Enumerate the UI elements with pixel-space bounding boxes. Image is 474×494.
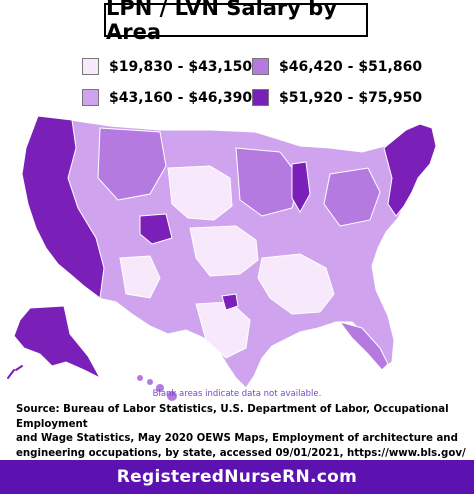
us-salary-map <box>0 108 474 408</box>
region-mid-northeast <box>323 167 381 227</box>
legend-label-3: $43,160 - $46,390 <box>109 89 253 106</box>
region-dark-texas-metro <box>221 293 239 311</box>
legend-swatch-2 <box>252 58 269 75</box>
source-citation: Source: Bureau of Labor Statistics, U.S.… <box>16 403 466 461</box>
alaska <box>13 305 102 380</box>
hawaii <box>137 375 177 401</box>
footer-banner: RegisteredNurseRN.com <box>0 460 474 494</box>
us-map-svg <box>7 115 437 401</box>
legend-item-2: $46,420 - $51,860 <box>252 58 422 75</box>
legend-label-1: $19,830 - $43,150 <box>109 58 253 75</box>
legend-swatch-4 <box>252 89 269 106</box>
source-line-3: engineering occupations, by state, acces… <box>16 447 466 459</box>
region-pale-mountain <box>119 255 161 299</box>
legend-label-4: $51,920 - $75,950 <box>279 89 423 106</box>
legend-item-1: $19,830 - $43,150 <box>82 58 252 75</box>
region-dark-northeast-corridor <box>383 123 437 217</box>
region-mid-florida <box>338 321 389 371</box>
region-pale-southeast <box>257 253 335 315</box>
region-mid-north <box>97 127 167 201</box>
data-availability-note: Blank areas indicate data not available. <box>152 389 322 399</box>
map-title: LPN / LVN Salary by Area <box>104 0 368 44</box>
legend-item-4: $51,920 - $75,950 <box>252 89 422 106</box>
legend-item-3: $43,160 - $46,390 <box>82 89 252 106</box>
region-dark-great-lakes <box>291 161 311 214</box>
region-pale-plains <box>167 165 233 221</box>
legend-swatch-3 <box>82 89 99 106</box>
source-line-2: and Wage Statistics, May 2020 OEWS Maps,… <box>16 433 458 444</box>
legend-label-2: $46,420 - $51,860 <box>279 58 423 75</box>
region-pale-south-plains <box>189 225 259 277</box>
region-dark-mountain <box>139 213 173 245</box>
legend-swatch-1 <box>82 58 99 75</box>
source-line-1: Source: Bureau of Labor Statistics, U.S.… <box>16 404 449 430</box>
alaska-island-chain <box>7 365 23 379</box>
region-dark-west-coast <box>21 115 105 299</box>
region-mid-midwest <box>235 147 301 217</box>
